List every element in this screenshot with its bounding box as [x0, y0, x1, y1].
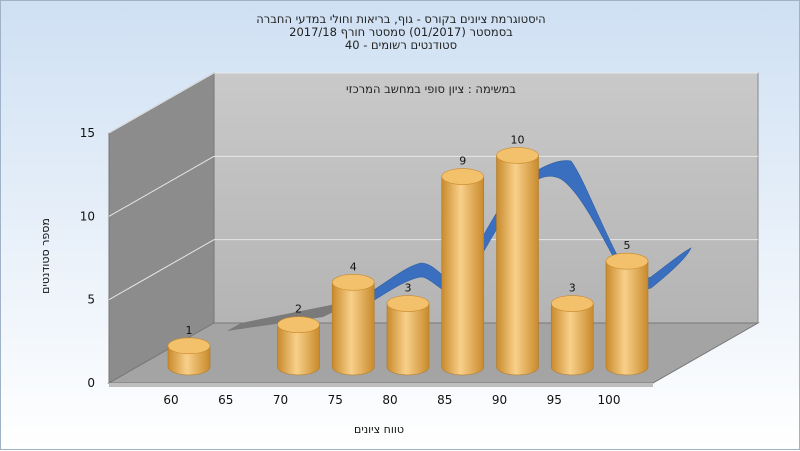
x-tick-label: 80 [382, 393, 397, 407]
chart-subtitle: במשימה : ציון סופי במחשב המרכזי [346, 82, 516, 96]
bar-value-label: 5 [624, 239, 631, 252]
floor-front-edge [109, 383, 653, 387]
x-tick-labels: 60 65 70 75 80 85 90 95 100 [163, 393, 620, 407]
grid-lines [108, 72, 758, 301]
x-axis-title: טווח ציונים [354, 423, 404, 436]
bar [386, 295, 430, 376]
bar [277, 316, 320, 376]
bar-value-label: 4 [350, 260, 357, 273]
bar [331, 274, 375, 376]
bar-value-label: 10 [511, 133, 525, 146]
chart-title-line-2: בסמסטר (01/2017) סמסטר חורף 2017/18 [289, 25, 513, 39]
x-tick-label: 85 [437, 393, 452, 407]
chart-title-line-3: סטודנטים רשומים - 40 [345, 38, 457, 52]
x-tick-label: 65 [218, 393, 233, 407]
grid-line [108, 72, 758, 134]
y-tick-label: 0 [87, 376, 95, 390]
chart-title-line-1: היסטוגרמת ציונים בקורס - גוף, בריאות וחו… [256, 12, 545, 26]
y-tick-label: 10 [80, 209, 95, 223]
bar [605, 252, 649, 376]
bars-group [167, 147, 649, 376]
bar-value-label: 9 [459, 155, 466, 168]
y-tick-label: 15 [80, 126, 95, 140]
bar [167, 337, 211, 376]
x-tick-label: 90 [492, 393, 507, 407]
bar-value-label: 3 [569, 282, 576, 295]
bar-value-label: 1 [186, 324, 193, 337]
x-tick-label: 95 [547, 393, 562, 407]
y-tick-label: 5 [87, 293, 95, 307]
y-tick-labels: 0 5 10 15 [80, 126, 95, 390]
bar-value-label: 3 [405, 282, 412, 295]
back-wall [213, 72, 759, 324]
x-tick-label: 60 [163, 393, 178, 407]
bar-value-label: 2 [295, 303, 302, 316]
grid-line [108, 155, 758, 217]
x-tick-label: 75 [328, 393, 343, 407]
x-tick-label: 100 [598, 393, 621, 407]
y-axis-title: מספר סטודנטים [39, 218, 52, 294]
bar [550, 295, 594, 376]
distribution-curve-shadow [227, 301, 346, 331]
bar [496, 147, 539, 376]
bar [441, 168, 485, 376]
x-tick-label: 70 [273, 393, 288, 407]
value-labels-group: 1 2 4 3 9 10 3 5 [186, 133, 631, 336]
